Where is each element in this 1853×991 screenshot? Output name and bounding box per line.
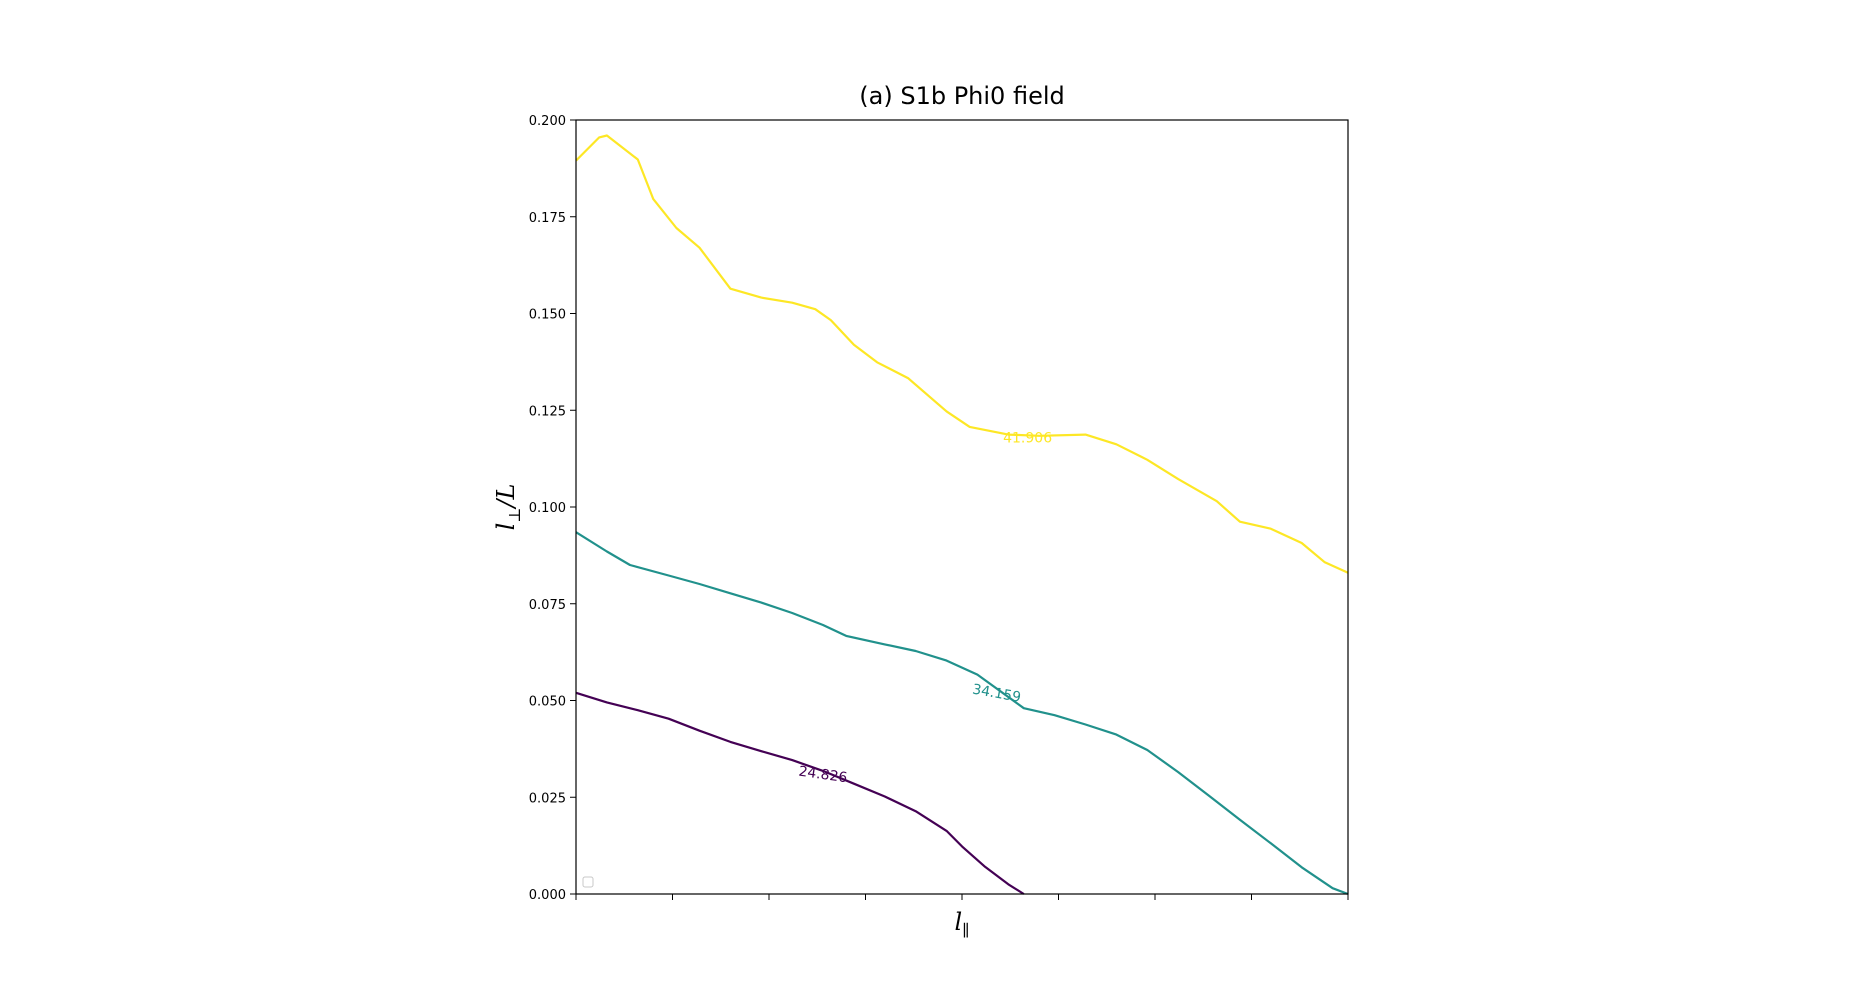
y-axis-ticks: 0.000 0.025 0.050 0.075 0.100 0.125 0.150 0.175… bbox=[529, 114, 576, 903]
x-axis-label: l∥ bbox=[954, 908, 969, 940]
y-tick-label: 0.100 bbox=[529, 501, 566, 516]
y-tick-label: 0.025 bbox=[529, 791, 566, 806]
contour-label-41.906: 41.906 bbox=[1003, 430, 1052, 446]
x-axis-ticks bbox=[575, 894, 1349, 900]
contour-lines bbox=[575, 134, 1349, 896]
empty-legend-box bbox=[582, 876, 594, 888]
y-tick-label: 0.200 bbox=[529, 114, 566, 129]
y-axis-label: l⊥/L bbox=[492, 484, 524, 531]
contour-line-41.906 bbox=[575, 134, 1349, 574]
y-tick-label: 0.050 bbox=[529, 695, 566, 710]
contour-line-24.826 bbox=[575, 691, 1025, 895]
chart-title: (a) S1b Phi0 field bbox=[859, 82, 1064, 110]
contour-label-24.826: 24.826 bbox=[798, 764, 849, 787]
plot-frame bbox=[575, 119, 1349, 895]
contour-label-34.159: 34.159 bbox=[971, 682, 1022, 706]
y-tick-label: 0.075 bbox=[529, 598, 566, 613]
y-tick-label: 0.125 bbox=[529, 404, 566, 419]
contour-line-34.159 bbox=[575, 531, 1349, 896]
y-tick-label: 0.175 bbox=[529, 211, 566, 226]
y-tick-label: 0.000 bbox=[529, 888, 566, 903]
contour-labels: 24.826 34.159 41.906 bbox=[798, 430, 1053, 786]
y-tick-label: 0.150 bbox=[529, 308, 566, 323]
